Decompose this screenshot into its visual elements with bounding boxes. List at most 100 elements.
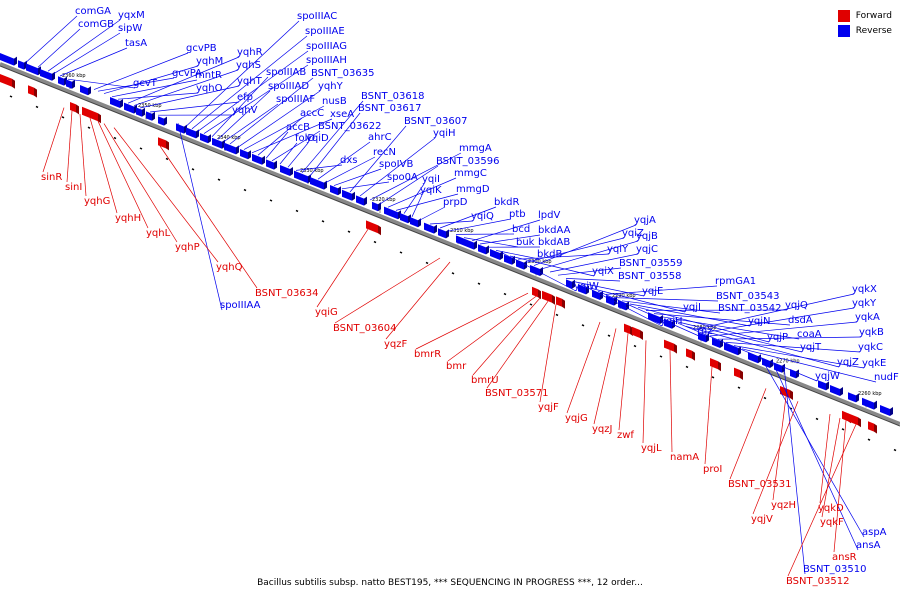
forward-leader-line [833, 420, 847, 553]
reverse-leader-line [403, 183, 425, 214]
reverse-gene-edge [434, 224, 437, 234]
forward-leader-line [704, 366, 713, 465]
reverse-gene-label: yqiZ [622, 228, 644, 239]
forward-gene [848, 413, 858, 426]
forward-leader-line [752, 401, 799, 515]
reverse-leader-line [549, 253, 639, 273]
reverse-leader-line [677, 322, 818, 382]
forward-leader-line [66, 110, 73, 183]
reverse-gene [18, 60, 24, 70]
forward-gene-label: BSNT_03604 [333, 323, 396, 334]
reverse-gene-label: ahrC [368, 132, 392, 143]
reverse-gene-label: spoIIIAE [305, 26, 345, 37]
reverse-gene-edge [500, 251, 503, 260]
reverse-gene-edge [418, 218, 421, 228]
reverse-gene-label: spoIIIAF [276, 94, 315, 105]
reverse-leader-line [271, 130, 321, 162]
tick-label: 2340 kbp [217, 135, 241, 141]
reverse-gene-label: efp [237, 92, 253, 103]
reverse-gene-label: bkdB [537, 249, 562, 260]
tick-dash [399, 251, 403, 254]
reverse-leader-line [341, 181, 390, 190]
reverse-leader-line [379, 165, 439, 205]
reverse-gene-label: prpD [443, 197, 468, 208]
forward-gene-edge [34, 87, 37, 98]
reverse-gene-label: bkdAB [538, 237, 570, 248]
reverse-leader-line [59, 47, 128, 77]
tick-dash [451, 272, 455, 275]
forward-gene-label: yqhQ [216, 262, 243, 273]
reverse-leader-line [133, 69, 239, 106]
forward-gene [28, 85, 34, 96]
reverse-gene-edge [52, 71, 55, 81]
reverse-leader-line [517, 253, 610, 260]
reverse-gene [648, 312, 660, 324]
reverse-gene-label: yqhY [318, 81, 344, 92]
tick-dash [685, 365, 689, 369]
reverse-leader-line [495, 250, 540, 260]
reverse-gene [478, 244, 486, 255]
reverse-gene-label: yqjP [767, 332, 788, 343]
reverse-gene-label: sipW [118, 23, 142, 34]
tick-dash [555, 313, 559, 317]
reverse-gene-label: spo0A [387, 172, 418, 183]
reverse-gene [212, 137, 222, 149]
tick-dash [321, 220, 325, 223]
forward-gene-label: yqkF [820, 517, 844, 528]
reverse-leader-line [783, 365, 806, 575]
reverse-leader-line [97, 77, 175, 92]
reverse-gene-label: yqhT [237, 76, 263, 87]
forward-gene [532, 286, 538, 298]
reverse-gene-label: yqkC [858, 342, 883, 353]
forward-gene-edge [538, 289, 541, 300]
tick-dash [113, 136, 117, 140]
tick-dash [269, 199, 273, 202]
reverse-leader-line [197, 50, 309, 132]
reverse-gene-label: aspA [862, 527, 887, 538]
reverse-gene-label: yqjB [636, 231, 658, 242]
reverse-gene [124, 102, 134, 114]
reverse-gene-label: lpdV [538, 210, 560, 221]
reverse-gene [400, 213, 408, 224]
tick-dash [711, 376, 715, 379]
tick-label: 2290 kbp [612, 293, 636, 299]
reverse-gene [58, 76, 64, 86]
forward-leader-line [486, 300, 549, 389]
tick-dash [581, 324, 585, 327]
reverse-gene-label: yqjQ [785, 300, 808, 311]
reverse-leader-line [25, 15, 78, 63]
reverse-leader-line [701, 307, 855, 334]
forward-gene [366, 220, 378, 234]
reverse-gene [66, 79, 72, 89]
forward-gene-label: zwf [617, 430, 634, 441]
forward-gene [542, 290, 552, 303]
reverse-leader-line [725, 342, 861, 353]
reverse-gene-label: yqjT [800, 342, 822, 353]
reverse-gene-label: bkdAA [538, 225, 571, 236]
reverse-leader-line [565, 278, 621, 282]
reverse-gene-edge [72, 79, 75, 89]
reverse-gene-label: accB [286, 122, 310, 133]
reverse-gene-label: yqhS [236, 60, 261, 71]
reverse-gene-label: coaA [797, 329, 822, 340]
forward-leader-line [385, 261, 451, 340]
reverse-gene-edge [120, 99, 123, 108]
reverse-gene-label: dxs [340, 155, 357, 166]
reverse-leader-line [733, 345, 865, 369]
tick-dash [191, 168, 195, 171]
reverse-leader-line [589, 287, 686, 313]
forward-leader-line [103, 123, 178, 243]
reverse-gene-label: rpmGA1 [715, 276, 756, 287]
tick-label: 2310 kbp [450, 228, 474, 234]
reverse-gene [438, 228, 446, 239]
reverse-gene-edge [826, 381, 829, 391]
reverse-gene-label: BSNT_03559 [619, 258, 682, 269]
reverse-gene-label: spoIIIAH [306, 55, 347, 66]
forward-gene-label: sinI [65, 182, 82, 193]
reverse-gene-edge [352, 191, 355, 201]
reverse-leader-line [149, 101, 240, 113]
reverse-leader-line [117, 92, 199, 100]
reverse-leader-line [223, 103, 279, 142]
reverse-leader-line [439, 206, 497, 229]
